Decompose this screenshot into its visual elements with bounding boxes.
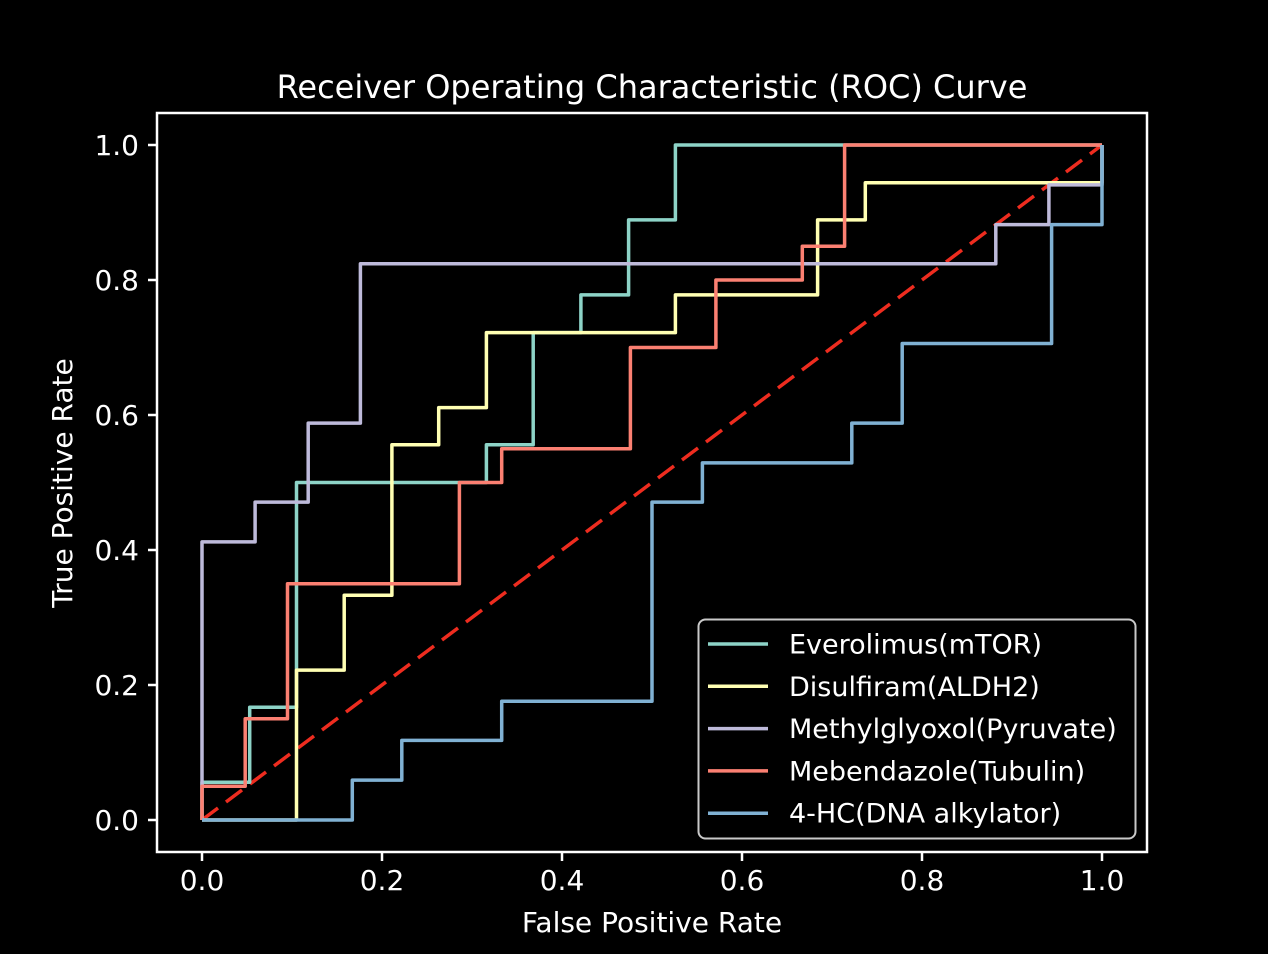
x-tick-label: 0.8 bbox=[900, 864, 945, 897]
roc-curve-mebendazole-tubulin bbox=[200, 143, 1102, 820]
y-tick-label: 0.6 bbox=[94, 399, 139, 432]
legend-box bbox=[697, 618, 1137, 840]
legend-label: Everolimus(mTOR) bbox=[789, 630, 1042, 661]
y-tick-label: 1.0 bbox=[94, 129, 139, 162]
axes-group: 0.0 0.2 0.4 0.6 0.8 1.0 0.0 0.2 0.4 0.6 0.8 1.0 bbox=[94, 111, 1149, 897]
legend-label: 4-HC(DNA alkylator) bbox=[789, 799, 1061, 830]
y-tick-label: 0.2 bbox=[94, 669, 139, 702]
plot-frame bbox=[155, 111, 1149, 854]
roc-curves-group bbox=[200, 143, 1104, 822]
roc-curve-everolimus-mtor bbox=[200, 143, 1102, 820]
x-tick-label: 0.0 bbox=[180, 864, 225, 897]
y-tick-label: 0.0 bbox=[94, 804, 139, 837]
x-tick-label: 1.0 bbox=[1080, 864, 1125, 897]
chance-line bbox=[200, 143, 1104, 822]
legend-label: Methylglyoxol(Pyruvate) bbox=[789, 714, 1117, 745]
chart-title: Receiver Operating Characteristic (ROC) … bbox=[277, 68, 1028, 106]
chance-diagonal-group bbox=[200, 143, 1104, 822]
legend-label: Mebendazole(Tubulin) bbox=[789, 756, 1085, 787]
roc-curve-methylglyoxol-pyruvate bbox=[200, 145, 1104, 820]
x-tick-label: 0.2 bbox=[360, 864, 405, 897]
y-axis-label: True Positive Rate bbox=[46, 358, 79, 608]
roc-curve-4-hc-dna-alkylator bbox=[202, 145, 1104, 822]
x-axis-label: False Positive Rate bbox=[522, 906, 782, 939]
y-tick-label: 0.8 bbox=[94, 264, 139, 297]
x-tick-label: 0.6 bbox=[720, 864, 765, 897]
legend-label: Disulfiram(ALDH2) bbox=[789, 672, 1040, 703]
y-tick-label: 0.4 bbox=[94, 534, 139, 567]
roc-curve-disulfiram-aldh2 bbox=[202, 145, 1104, 822]
x-tick-label: 0.4 bbox=[540, 864, 585, 897]
legend: Everolimus(mTOR) Disulfiram(ALDH2) Methylg… bbox=[697, 618, 1137, 840]
